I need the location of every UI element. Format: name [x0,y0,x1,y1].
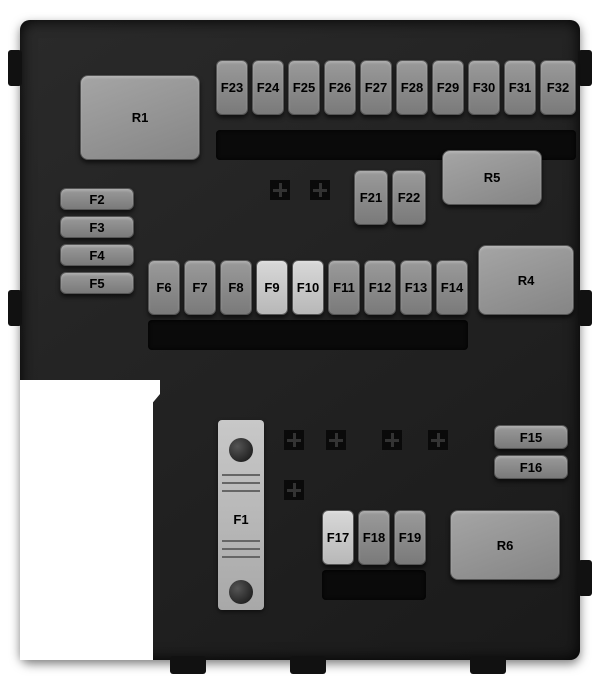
fuse-f13: F13 [400,260,432,315]
fuse-f6: F6 [148,260,180,315]
fuse-f8: F8 [220,260,252,315]
fuse-f11: F11 [328,260,360,315]
fuse-f32: F32 [540,60,576,115]
empty-socket-icon [284,480,304,500]
fuse-f5: F5 [60,272,134,294]
fuse-rib [222,548,260,550]
relay-r4: R4 [478,245,574,315]
mounting-tab [170,656,206,674]
fuse-f29: F29 [432,60,464,115]
relay-r5: R5 [442,150,542,205]
fuse-f25: F25 [288,60,320,115]
fuse-f23: F23 [216,60,248,115]
empty-socket-icon [326,430,346,450]
fuse-slot-row [148,320,468,350]
fuse-rib [222,490,260,492]
fuse-f9: F9 [256,260,288,315]
fuse-rib [222,540,260,542]
fuse-f24: F24 [252,60,284,115]
mounting-tab [470,656,506,674]
empty-socket-icon [428,430,448,450]
fuse-f28: F28 [396,60,428,115]
fuse-rib [222,482,260,484]
fuse-f31: F31 [504,60,536,115]
fuse-terminal-icon [229,438,253,462]
empty-socket-icon [270,180,290,200]
fuse-f10: F10 [292,260,324,315]
fuse-f30: F30 [468,60,500,115]
fuse-f22: F22 [392,170,426,225]
mega-fuse-label: F1 [218,512,264,527]
fuse-f18: F18 [358,510,390,565]
empty-socket-icon [284,430,304,450]
relay-r1: R1 [80,75,200,160]
empty-socket-icon [382,430,402,450]
fuse-f2: F2 [60,188,134,210]
fuse-f17: F17 [322,510,354,565]
mounting-tab [8,50,22,86]
fuse-f12: F12 [364,260,396,315]
fuse-terminal-icon [229,580,253,604]
fuse-f7: F7 [184,260,216,315]
mounting-tab [578,290,592,326]
fuse-rib [222,556,260,558]
fuse-f4: F4 [60,244,134,266]
fuse-f3: F3 [60,216,134,238]
relay-r6: R6 [450,510,560,580]
fuse-f19: F19 [394,510,426,565]
mounting-tab [578,50,592,86]
fuse-rib [222,474,260,476]
mounting-tab [578,560,592,596]
fuse-f16: F16 [494,455,568,479]
mounting-tab [8,290,22,326]
board-cutout [20,380,160,660]
empty-socket-icon [310,180,330,200]
fuse-slot-row [322,570,426,600]
fuse-box-board: R1 F23F24F25F26F27F28F29F30F31F32 F2 F3 F4 F5… [20,20,580,660]
mega-fuse-f1: F1 [218,420,264,610]
mounting-tab [290,656,326,674]
fuse-f14: F14 [436,260,468,315]
fuse-f27: F27 [360,60,392,115]
fuse-f15: F15 [494,425,568,449]
fuse-f26: F26 [324,60,356,115]
fuse-f21: F21 [354,170,388,225]
